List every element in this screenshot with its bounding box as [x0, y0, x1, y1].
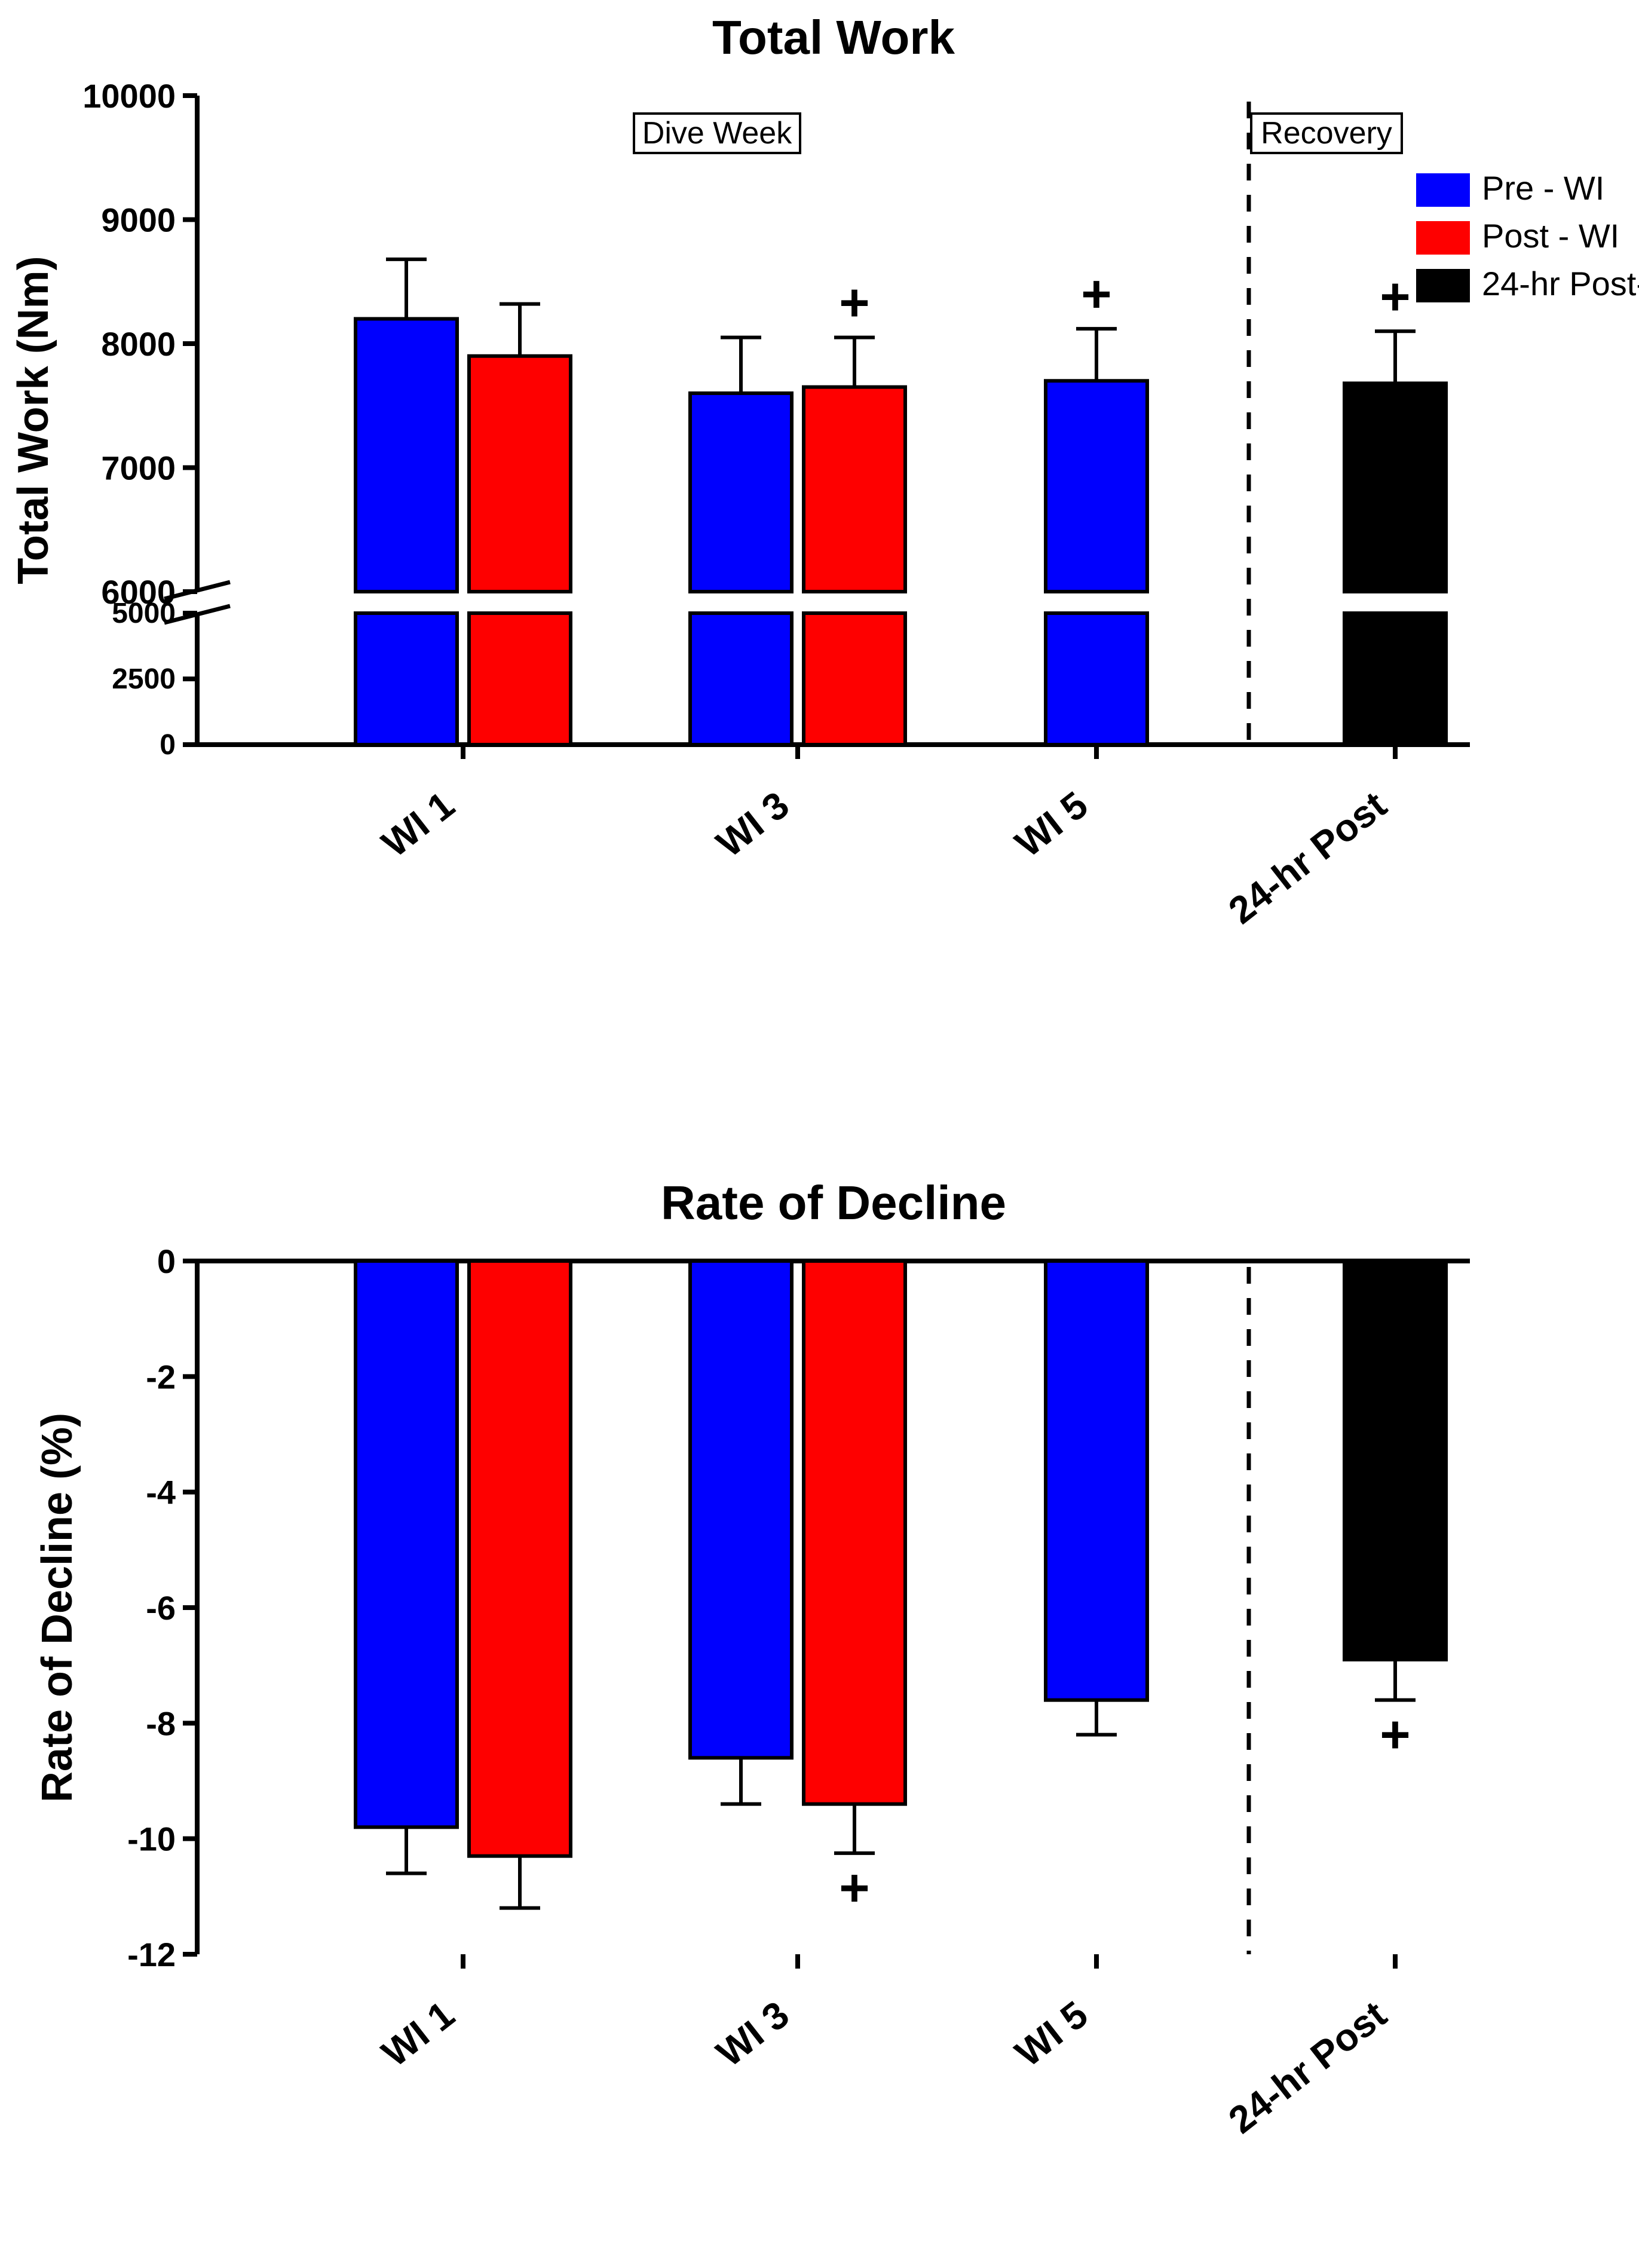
svg-text:+: + [1380, 1705, 1410, 1764]
figure-page: Total WorkTotal Work (Nm)600070008000900… [0, 0, 1639, 2268]
svg-text:+: + [839, 273, 869, 332]
svg-text:+: + [1081, 264, 1111, 323]
svg-text:WI 5: WI 5 [1007, 783, 1096, 865]
svg-text:Total Work (Nm): Total Work (Nm) [10, 256, 57, 584]
svg-text:Post - WI: Post - WI [1482, 217, 1619, 255]
svg-text:Dive Week: Dive Week [642, 116, 792, 151]
svg-text:-4: -4 [146, 1474, 176, 1511]
svg-text:Pre - WI: Pre - WI [1482, 169, 1604, 207]
svg-text:+: + [839, 1858, 869, 1917]
svg-text:-6: -6 [146, 1589, 176, 1627]
svg-text:Total Work: Total Work [712, 11, 955, 64]
svg-text:WI 1: WI 1 [374, 783, 462, 865]
svg-text:-12: -12 [127, 1936, 176, 1973]
svg-text:0: 0 [157, 1242, 176, 1280]
svg-text:24-hr Post: 24-hr Post [1221, 1992, 1395, 2141]
svg-text:5000: 5000 [112, 598, 176, 629]
figure-svg: Total WorkTotal Work (Nm)600070008000900… [0, 0, 1639, 2268]
svg-text:WI 1: WI 1 [374, 1992, 462, 2075]
svg-text:WI 3: WI 3 [709, 1992, 797, 2075]
svg-text:WI 3: WI 3 [709, 783, 797, 865]
svg-text:8000: 8000 [101, 325, 176, 363]
svg-text:Rate of Decline: Rate of Decline [661, 1176, 1006, 1229]
svg-text:-10: -10 [127, 1820, 176, 1858]
svg-text:24-hr Post-WI: 24-hr Post-WI [1482, 265, 1639, 302]
svg-text:Recovery: Recovery [1261, 116, 1392, 151]
svg-text:24-hr Post: 24-hr Post [1221, 783, 1395, 932]
svg-text:Rate of Decline (%): Rate of Decline (%) [33, 1413, 81, 1802]
svg-text:-2: -2 [146, 1358, 176, 1395]
svg-text:WI 5: WI 5 [1007, 1992, 1096, 2075]
svg-text:7000: 7000 [101, 449, 176, 487]
svg-text:+: + [1380, 267, 1410, 326]
svg-text:-8: -8 [146, 1704, 176, 1742]
svg-text:2500: 2500 [112, 663, 176, 695]
svg-text:9000: 9000 [101, 201, 176, 239]
svg-text:10000: 10000 [82, 77, 176, 115]
svg-text:0: 0 [160, 729, 176, 761]
